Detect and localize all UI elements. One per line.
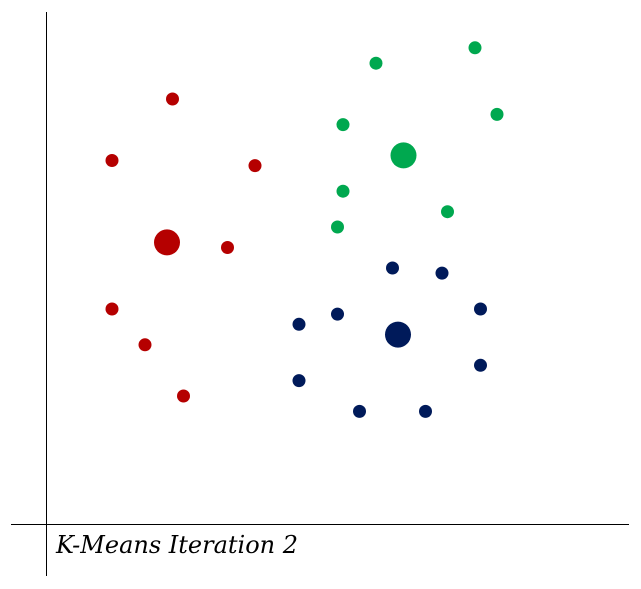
cluster-2-point-6 bbox=[441, 205, 454, 219]
chart-title: K-Means Iteration 2 bbox=[56, 531, 299, 559]
cluster-2-centroid bbox=[390, 142, 417, 169]
cluster-3-point-2 bbox=[435, 266, 449, 280]
cluster-2-point-5 bbox=[336, 184, 350, 198]
cluster-2-point-7 bbox=[331, 220, 344, 234]
data-points bbox=[105, 41, 504, 418]
cluster-3-point-9 bbox=[474, 358, 487, 372]
cluster-2-point-1 bbox=[369, 56, 383, 70]
cluster-1-point-3 bbox=[248, 159, 262, 173]
cluster-1-centroid bbox=[154, 229, 180, 256]
cluster-3-point-3 bbox=[292, 317, 306, 331]
cluster-3-point-4 bbox=[331, 307, 344, 321]
cluster-1-point-1 bbox=[166, 92, 179, 106]
cluster-3-point-6 bbox=[292, 374, 306, 388]
cluster-2-point-4 bbox=[490, 107, 504, 121]
cluster-2-point-3 bbox=[336, 118, 350, 132]
cluster-3-point-5 bbox=[474, 302, 487, 316]
cluster-3-point-8 bbox=[419, 404, 432, 418]
cluster-2-point-2 bbox=[468, 41, 482, 55]
cluster-3-point-7 bbox=[353, 404, 366, 418]
cluster-1-point-4 bbox=[221, 241, 234, 254]
cluster-3-point-1 bbox=[386, 261, 399, 275]
cluster-1-point-5 bbox=[105, 302, 119, 316]
cluster-1-point-7 bbox=[177, 389, 190, 403]
cluster-1-point-2 bbox=[105, 154, 119, 167]
cluster-3-centroid bbox=[385, 321, 411, 348]
cluster-1-point-6 bbox=[138, 338, 152, 352]
